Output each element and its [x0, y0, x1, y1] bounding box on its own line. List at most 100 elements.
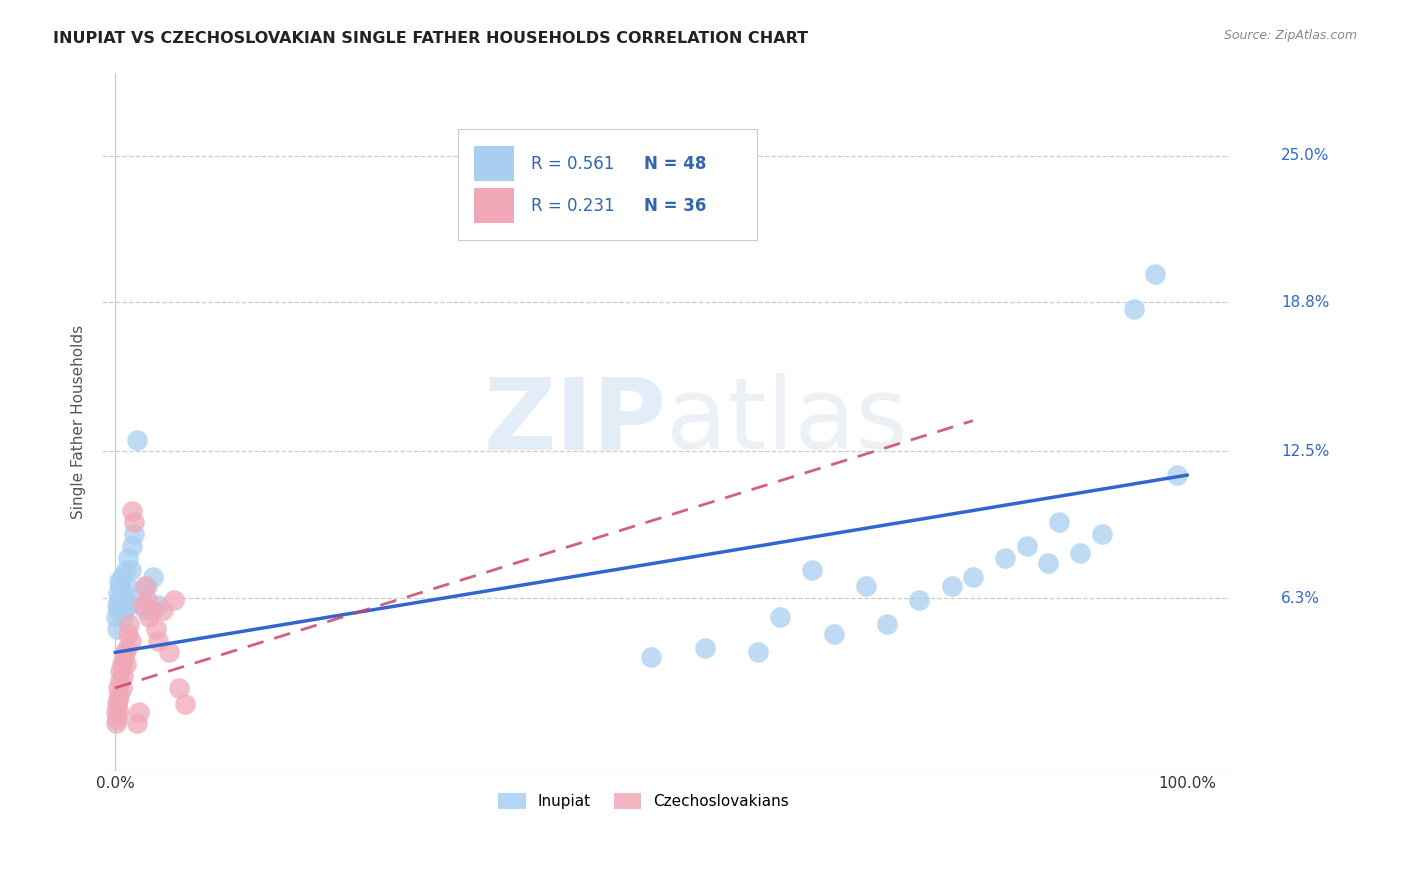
Point — [876, 617, 898, 632]
Point — [146, 633, 169, 648]
Point — [110, 579, 132, 593]
Point — [115, 579, 138, 593]
Point — [107, 586, 129, 600]
Point — [107, 692, 129, 706]
Point — [747, 645, 769, 659]
Point — [134, 603, 156, 617]
Point — [108, 705, 131, 719]
Point — [110, 570, 132, 584]
Point — [1015, 539, 1038, 553]
Point — [131, 598, 153, 612]
Point — [118, 598, 141, 612]
Point — [146, 598, 169, 612]
Point — [124, 527, 146, 541]
Point — [124, 516, 146, 530]
Point — [110, 681, 132, 695]
Point — [1122, 302, 1144, 317]
Point — [112, 650, 135, 665]
Point — [117, 550, 139, 565]
Point — [108, 688, 131, 702]
FancyBboxPatch shape — [457, 128, 756, 241]
Point — [107, 603, 129, 617]
Point — [145, 622, 167, 636]
Point — [994, 550, 1017, 565]
Point — [105, 716, 128, 731]
Point — [163, 593, 186, 607]
Point — [110, 598, 132, 612]
Point — [152, 603, 174, 617]
Point — [823, 626, 845, 640]
Point — [173, 698, 195, 712]
Point — [111, 669, 134, 683]
Point — [108, 593, 131, 607]
Text: 25.0%: 25.0% — [1281, 148, 1330, 163]
Point — [114, 657, 136, 672]
Text: R = 0.561: R = 0.561 — [531, 154, 614, 173]
Point — [105, 698, 128, 712]
Point — [114, 645, 136, 659]
Point — [962, 570, 984, 584]
FancyBboxPatch shape — [474, 146, 515, 181]
Point — [1091, 527, 1114, 541]
Point — [128, 705, 150, 719]
Text: 18.8%: 18.8% — [1281, 295, 1330, 310]
Text: atlas: atlas — [666, 374, 908, 470]
Point — [107, 681, 129, 695]
Point — [169, 681, 191, 695]
Point — [111, 610, 134, 624]
Text: N = 48: N = 48 — [644, 154, 706, 173]
Point — [110, 603, 132, 617]
Text: R = 0.231: R = 0.231 — [531, 196, 614, 215]
Point — [112, 603, 135, 617]
Point — [125, 433, 148, 447]
Point — [157, 645, 180, 659]
Legend: Inupiat, Czechoslovakians: Inupiat, Czechoslovakians — [492, 787, 796, 815]
Point — [125, 716, 148, 731]
Point — [115, 640, 138, 655]
Text: 12.5%: 12.5% — [1281, 444, 1330, 458]
Point — [111, 586, 134, 600]
Point — [118, 617, 141, 632]
Point — [120, 633, 142, 648]
Point — [855, 579, 877, 593]
Point — [131, 586, 153, 600]
Point — [105, 712, 128, 726]
Text: N = 36: N = 36 — [644, 196, 706, 215]
Point — [105, 705, 128, 719]
Point — [105, 610, 128, 624]
FancyBboxPatch shape — [474, 188, 515, 223]
Text: 6.3%: 6.3% — [1281, 591, 1320, 606]
Point — [1047, 516, 1070, 530]
Y-axis label: Single Father Households: Single Father Households — [72, 325, 86, 519]
Point — [117, 626, 139, 640]
Point — [105, 622, 128, 636]
Point — [908, 593, 931, 607]
Point — [801, 563, 824, 577]
Point — [108, 574, 131, 589]
Point — [105, 598, 128, 612]
Point — [1144, 267, 1167, 281]
Point — [1069, 546, 1091, 560]
Text: Source: ZipAtlas.com: Source: ZipAtlas.com — [1223, 29, 1357, 42]
Text: ZIP: ZIP — [484, 374, 666, 470]
Point — [121, 503, 143, 517]
Point — [941, 579, 963, 593]
Text: INUPIAT VS CZECHOSLOVAKIAN SINGLE FATHER HOUSEHOLDS CORRELATION CHART: INUPIAT VS CZECHOSLOVAKIAN SINGLE FATHER… — [53, 31, 808, 46]
Point — [136, 579, 159, 593]
Point — [640, 650, 662, 665]
Point — [110, 673, 132, 688]
Point — [769, 610, 792, 624]
Point — [142, 570, 165, 584]
Point — [138, 610, 160, 624]
Point — [142, 603, 165, 617]
Point — [110, 665, 132, 679]
Point — [114, 593, 136, 607]
Point — [110, 657, 132, 672]
Point — [114, 563, 136, 577]
Point — [1036, 556, 1059, 570]
Point — [121, 539, 143, 553]
Point — [134, 579, 156, 593]
Point — [120, 563, 142, 577]
Point — [693, 640, 716, 655]
Point — [136, 593, 159, 607]
